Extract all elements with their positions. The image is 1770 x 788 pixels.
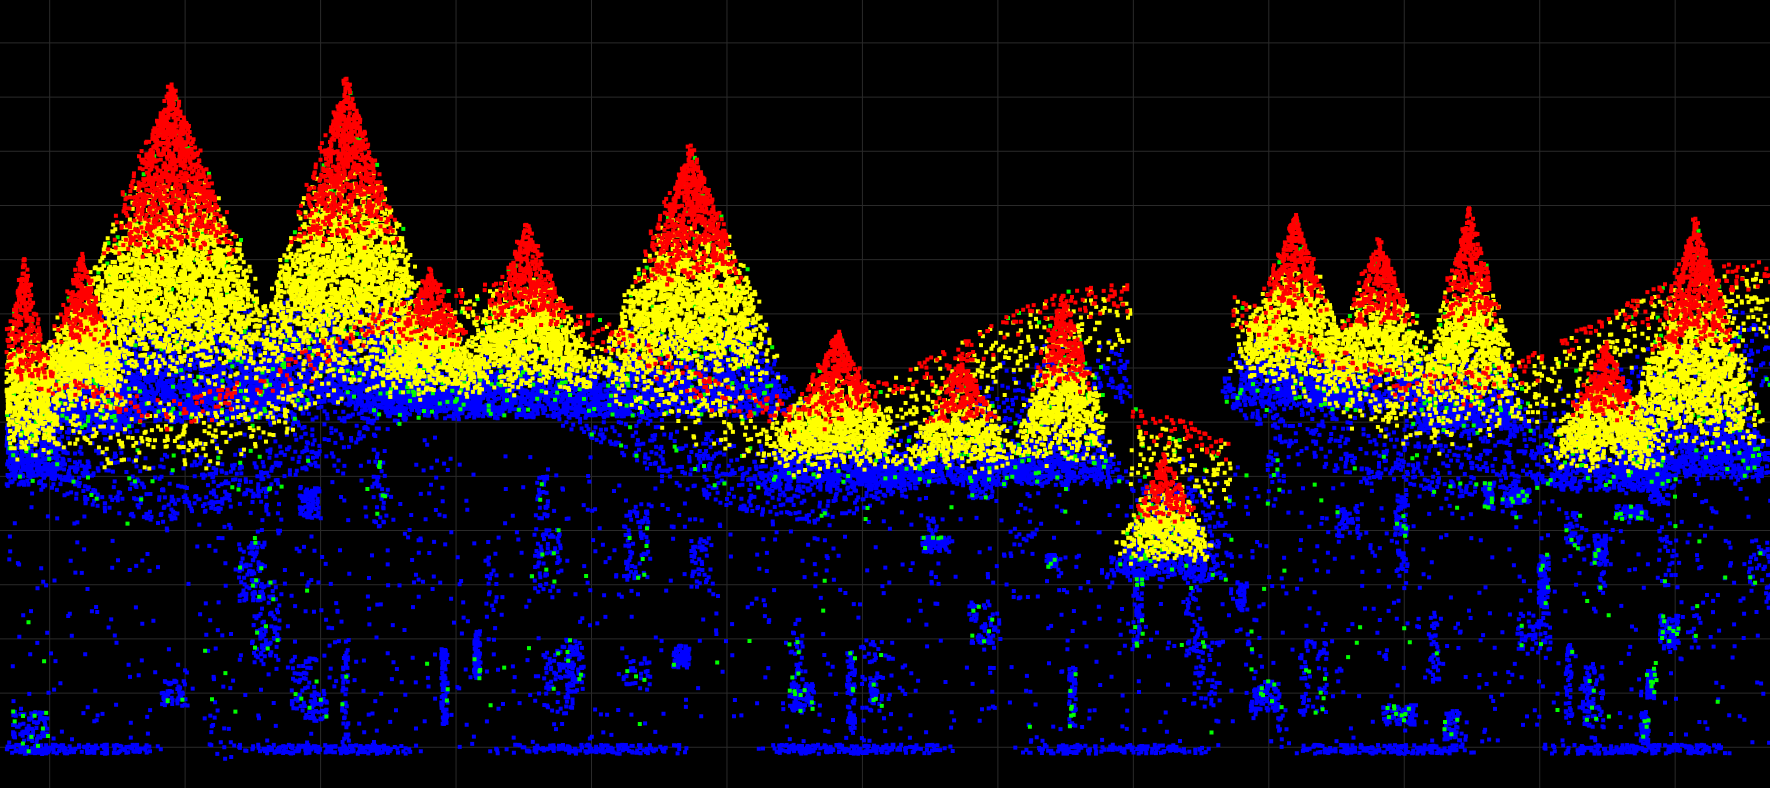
point-cloud-view	[0, 0, 1770, 788]
page: {} (() => { const data = JSON.parse(docu…	[0, 0, 1770, 788]
